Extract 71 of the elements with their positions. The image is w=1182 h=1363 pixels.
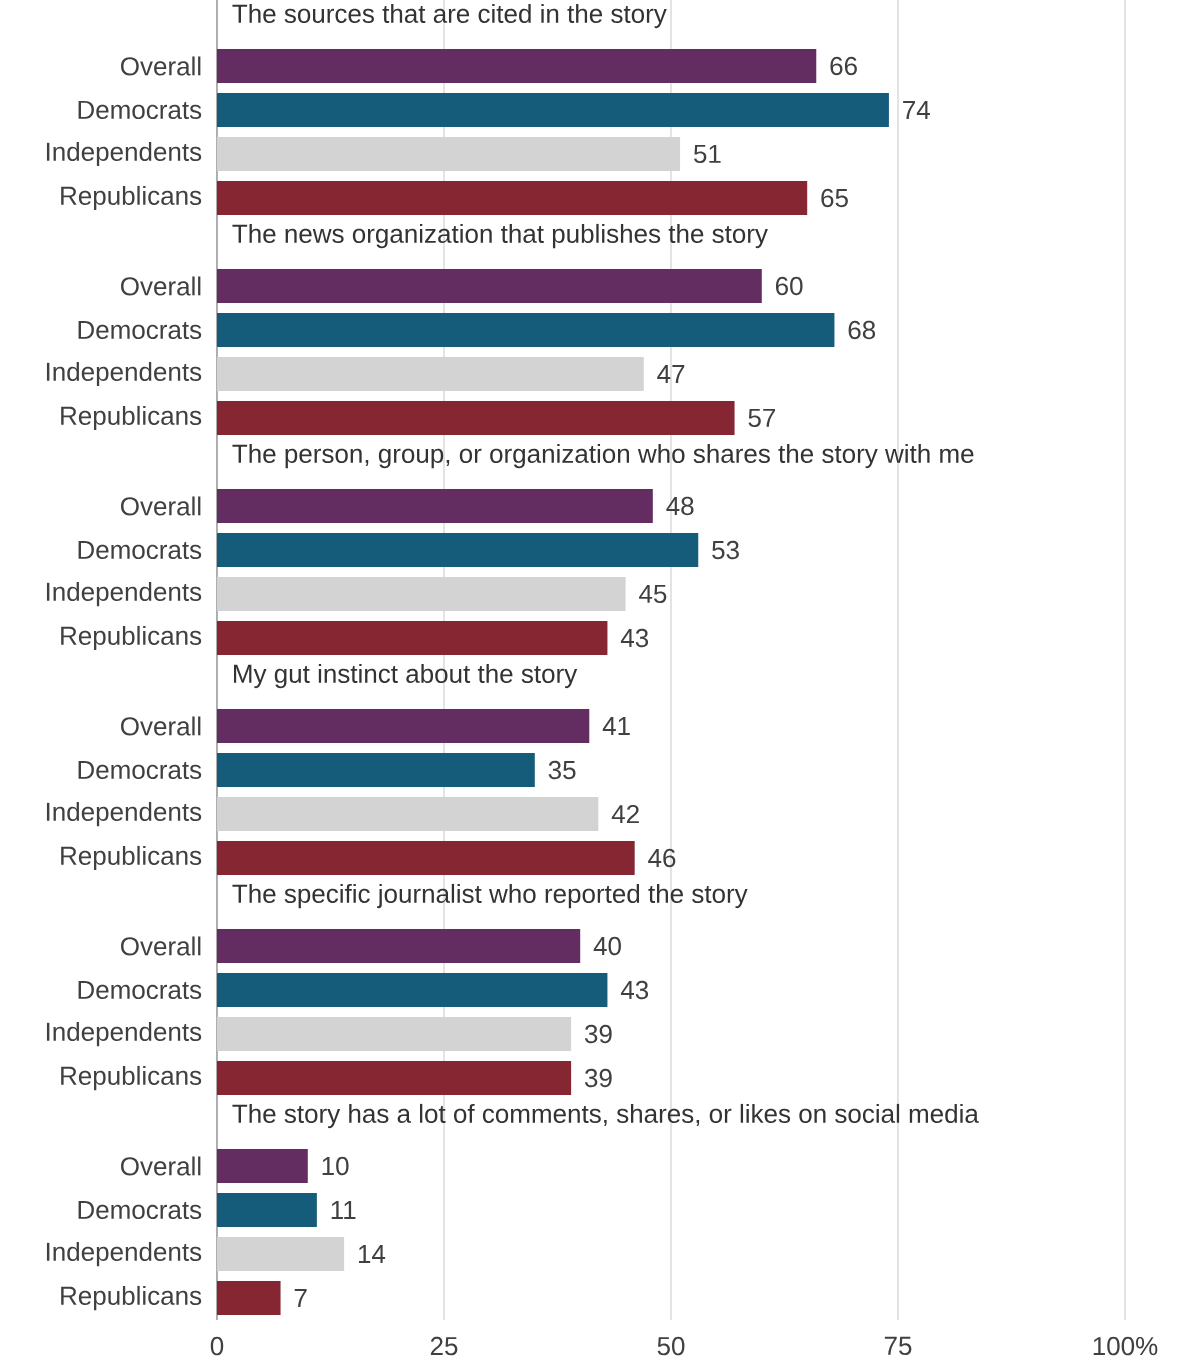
x-tick-label: 25	[430, 1336, 458, 1356]
y-tick-label: Republicans	[61, 625, 202, 651]
data-label: 35	[548, 760, 576, 780]
y-tick-label: Republicans	[61, 1065, 202, 1091]
y-tick-label: Independents	[46, 1241, 202, 1267]
y-tick-label: Democrats	[78, 980, 202, 1000]
y-tick-label: Overall	[121, 1156, 201, 1176]
chart-title: The specific journalist who reported the story	[232, 883, 748, 909]
bar	[217, 841, 635, 876]
chart-title: The news organization that publishes the story	[232, 223, 768, 249]
data-label: 74	[903, 101, 930, 119]
bar	[217, 313, 835, 348]
x-tick-label: 100%	[1093, 1336, 1158, 1356]
data-label: 10	[322, 1156, 349, 1176]
data-label: 40	[593, 936, 621, 956]
data-label: 39	[584, 1024, 612, 1044]
data-label: 51	[693, 144, 721, 164]
data-label: 42	[611, 804, 639, 824]
data-label: 7	[294, 1289, 307, 1307]
y-tick-label: Democrats	[78, 760, 202, 780]
y-tick-label: Independents	[46, 801, 202, 827]
bar	[217, 49, 817, 84]
chart-title: My gut instinct about the story	[233, 663, 578, 689]
y-tick-label: Independents	[46, 1021, 202, 1047]
y-tick-label: Democrats	[78, 100, 202, 120]
bar	[217, 533, 699, 568]
y-tick-label: Republicans	[61, 185, 202, 211]
data-label: 41	[602, 717, 630, 735]
data-label: 46	[648, 848, 676, 868]
data-label: 14	[358, 1245, 386, 1263]
bar	[217, 621, 608, 656]
y-tick-label: Democrats	[78, 320, 202, 340]
data-label: 65	[821, 188, 848, 208]
x-tick-label: 50	[657, 1336, 685, 1356]
chart-title: The person, group, or organization who shares the story with me	[232, 443, 974, 469]
chart-title: The story has a lot of comments, shares, or likes on social media	[232, 1103, 979, 1129]
y-tick-label: Republicans	[61, 405, 202, 431]
data-label: 66	[830, 56, 857, 76]
y-tick-label: Overall	[121, 716, 201, 736]
data-label: 57	[748, 408, 776, 428]
bar	[217, 489, 653, 524]
bar	[217, 181, 808, 216]
data-label: 48	[666, 496, 694, 516]
y-tick-label: Overall	[121, 496, 201, 516]
y-tick-label: Republicans	[61, 845, 202, 871]
x-tick-label: 0	[210, 1336, 224, 1356]
data-label: 60	[775, 276, 803, 296]
bar	[217, 753, 535, 788]
data-label: 53	[712, 540, 739, 560]
data-label: 39	[584, 1068, 612, 1088]
bar	[217, 269, 762, 304]
y-tick-label: Democrats	[78, 1200, 202, 1220]
data-label: 43	[620, 628, 649, 648]
y-tick-label: Republicans	[61, 1285, 202, 1311]
data-label: 43	[620, 980, 649, 1000]
data-label: 47	[657, 365, 685, 383]
bar	[217, 709, 590, 744]
chart-title: The sources that are cited in the story	[232, 3, 667, 29]
y-tick-label: Overall	[121, 936, 201, 956]
y-tick-label: Overall	[121, 276, 201, 296]
data-label: 68	[848, 320, 876, 340]
y-tick-label: Independents	[46, 581, 202, 607]
bar	[217, 93, 889, 128]
bar	[217, 401, 735, 436]
data-label: 11	[331, 1201, 356, 1219]
data-label: 45	[639, 584, 667, 604]
y-tick-label: Independents	[46, 361, 202, 387]
y-tick-label: Independents	[46, 141, 202, 167]
x-tick-label: 75	[884, 1336, 912, 1356]
y-tick-label: Democrats	[78, 540, 202, 560]
y-tick-label: Overall	[121, 56, 201, 76]
